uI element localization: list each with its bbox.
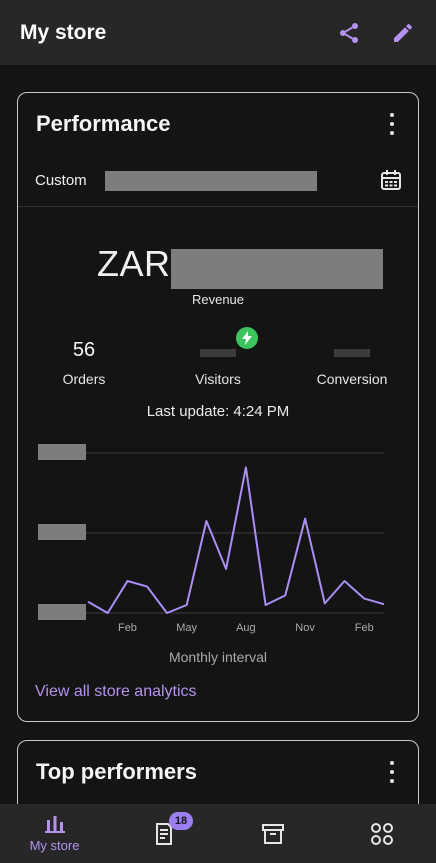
bar-chart-icon — [44, 816, 65, 833]
top-app-bar: My store — [0, 0, 436, 65]
date-range-label: Custom — [35, 172, 87, 189]
last-update: Last update: 4:24 PM — [146, 403, 290, 420]
nav-my-store-label: My store — [29, 838, 80, 853]
y-tick-label-redacted — [38, 524, 86, 540]
performance-title: Performance — [36, 111, 171, 136]
more-options-icon[interactable] — [384, 113, 400, 135]
share-icon[interactable] — [336, 20, 362, 46]
x-tick-label: May — [176, 622, 197, 634]
orders-icon — [155, 822, 172, 845]
conversion-value — [297, 339, 407, 365]
revenue-chart[interactable]: Feb May Aug Nov Feb — [18, 433, 418, 683]
conversion-stat: Conversion — [297, 339, 407, 387]
edit-icon[interactable] — [390, 20, 416, 46]
orders-label: Orders — [62, 371, 106, 387]
nav-my-store[interactable]: My store — [0, 804, 109, 863]
bottom-navigation: My store 18 — [0, 804, 436, 863]
more-options-icon[interactable] — [384, 761, 400, 783]
orders-stat: 56 Orders — [29, 339, 139, 387]
page-title: My store — [20, 20, 107, 44]
nav-orders[interactable]: 18 — [109, 804, 218, 863]
series-line — [87, 466, 385, 614]
revenue-value: ZAR — [97, 243, 171, 284]
more-grid-icon — [370, 822, 393, 845]
orders-count-badge: 18 — [169, 812, 193, 830]
nav-more[interactable] — [327, 804, 436, 863]
x-tick-label: Feb — [355, 622, 374, 634]
top-performers-title: Top performers — [36, 759, 197, 784]
date-range-redacted — [105, 171, 317, 191]
revenue-redacted — [171, 249, 383, 289]
conversion-label: Conversion — [316, 371, 388, 387]
visitors-value — [163, 339, 273, 365]
x-tick-label: Feb — [118, 622, 137, 634]
revenue-label: Revenue — [191, 292, 245, 307]
x-tick-label: Aug — [236, 622, 256, 634]
orders-value: 56 — [72, 339, 96, 361]
date-range-row[interactable]: Custom — [18, 155, 418, 207]
bolt-icon — [236, 327, 258, 349]
interval-label: Monthly interval — [168, 649, 268, 665]
archive-icon — [261, 823, 284, 844]
x-tick-label: Nov — [295, 622, 315, 634]
nav-products[interactable] — [218, 804, 327, 863]
y-tick-label-redacted — [38, 604, 86, 620]
performance-card: Performance Custom ZAR Revenue 56 Orders — [17, 92, 419, 722]
y-tick-label-redacted — [38, 444, 86, 460]
visitors-label: Visitors — [195, 371, 241, 387]
calendar-icon[interactable] — [380, 169, 402, 191]
view-all-analytics-link[interactable]: View all store analytics — [35, 683, 197, 700]
visitors-stat: Visitors — [163, 339, 273, 387]
